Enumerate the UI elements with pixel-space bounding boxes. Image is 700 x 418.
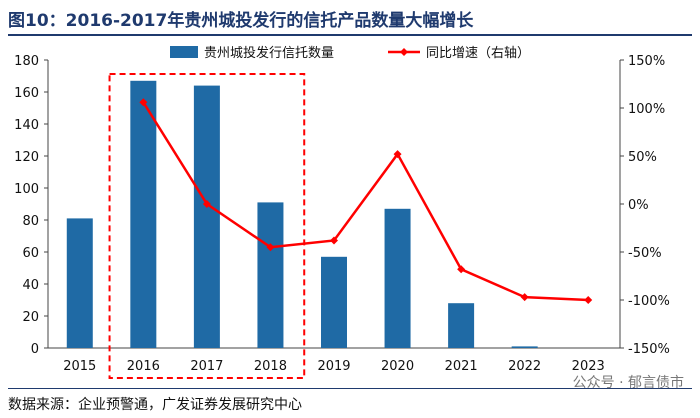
right-tick-label: -100% xyxy=(628,294,670,309)
x-tick-label: 2021 xyxy=(445,359,478,374)
x-tick-label: 2023 xyxy=(572,359,605,374)
growth-line xyxy=(142,101,589,302)
x-tick-label: 2019 xyxy=(317,359,350,374)
legend-bar-label: 贵州城投发行信托数量 xyxy=(204,45,334,61)
left-tick-label: 60 xyxy=(22,246,39,261)
footer-divider xyxy=(8,388,692,389)
x-tick-label: 2017 xyxy=(190,359,223,374)
bar-2015 xyxy=(66,218,93,348)
left-tick-label: 0 xyxy=(31,342,39,357)
bar-2017 xyxy=(193,85,220,348)
x-tick-label: 2018 xyxy=(254,359,287,374)
right-tick-label: 100% xyxy=(628,102,665,117)
growth-point-2019 xyxy=(330,236,338,245)
growth-point-2021 xyxy=(457,265,466,274)
figure-title: 图10：2016-2017年贵州城投发行的信托产品数量大幅增长 xyxy=(8,11,474,31)
legend-line-marker xyxy=(400,48,408,56)
right-tick-label: 0% xyxy=(628,198,649,213)
bar-2022 xyxy=(511,346,538,348)
highlight-box xyxy=(108,73,306,379)
growth-point-2023 xyxy=(584,296,593,304)
right-tick-label: -50% xyxy=(628,246,662,261)
bar-2021 xyxy=(448,303,475,348)
x-tick-label: 2020 xyxy=(381,359,414,374)
left-tick-label: 180 xyxy=(14,54,39,69)
left-tick-label: 100 xyxy=(14,182,39,197)
left-tick-label: 120 xyxy=(14,150,39,165)
title-divider xyxy=(8,34,692,36)
left-tick-label: 140 xyxy=(14,118,39,133)
left-tick-label: 80 xyxy=(22,214,39,229)
growth-point-2020 xyxy=(393,150,402,159)
bar-2016 xyxy=(130,80,157,349)
bar-2020 xyxy=(384,208,411,348)
x-tick-label: 2022 xyxy=(508,359,541,374)
x-tick-label: 2016 xyxy=(127,359,160,374)
growth-point-2017 xyxy=(202,200,211,208)
growth-point-2016 xyxy=(139,98,148,107)
left-tick-label: 40 xyxy=(22,278,39,293)
left-tick-label: 20 xyxy=(22,310,39,325)
legend-bar-swatch xyxy=(170,46,198,58)
growth-point-2018 xyxy=(266,243,275,252)
legend-line-label: 同比增速（右轴） xyxy=(426,46,530,61)
bar-2019 xyxy=(321,256,347,348)
growth-point-2022 xyxy=(520,293,529,302)
right-tick-label: 50% xyxy=(628,150,657,165)
bar-2018 xyxy=(257,202,284,348)
left-tick-label: 160 xyxy=(14,86,39,101)
x-tick-label: 2015 xyxy=(63,359,96,374)
watermark-text: 公众号 · 郁言债市 xyxy=(572,375,684,391)
right-tick-label: -150% xyxy=(628,342,670,357)
right-tick-label: 150% xyxy=(628,54,665,69)
source-note: 数据来源：企业预警通，广发证券发展研究中心 xyxy=(8,397,302,413)
